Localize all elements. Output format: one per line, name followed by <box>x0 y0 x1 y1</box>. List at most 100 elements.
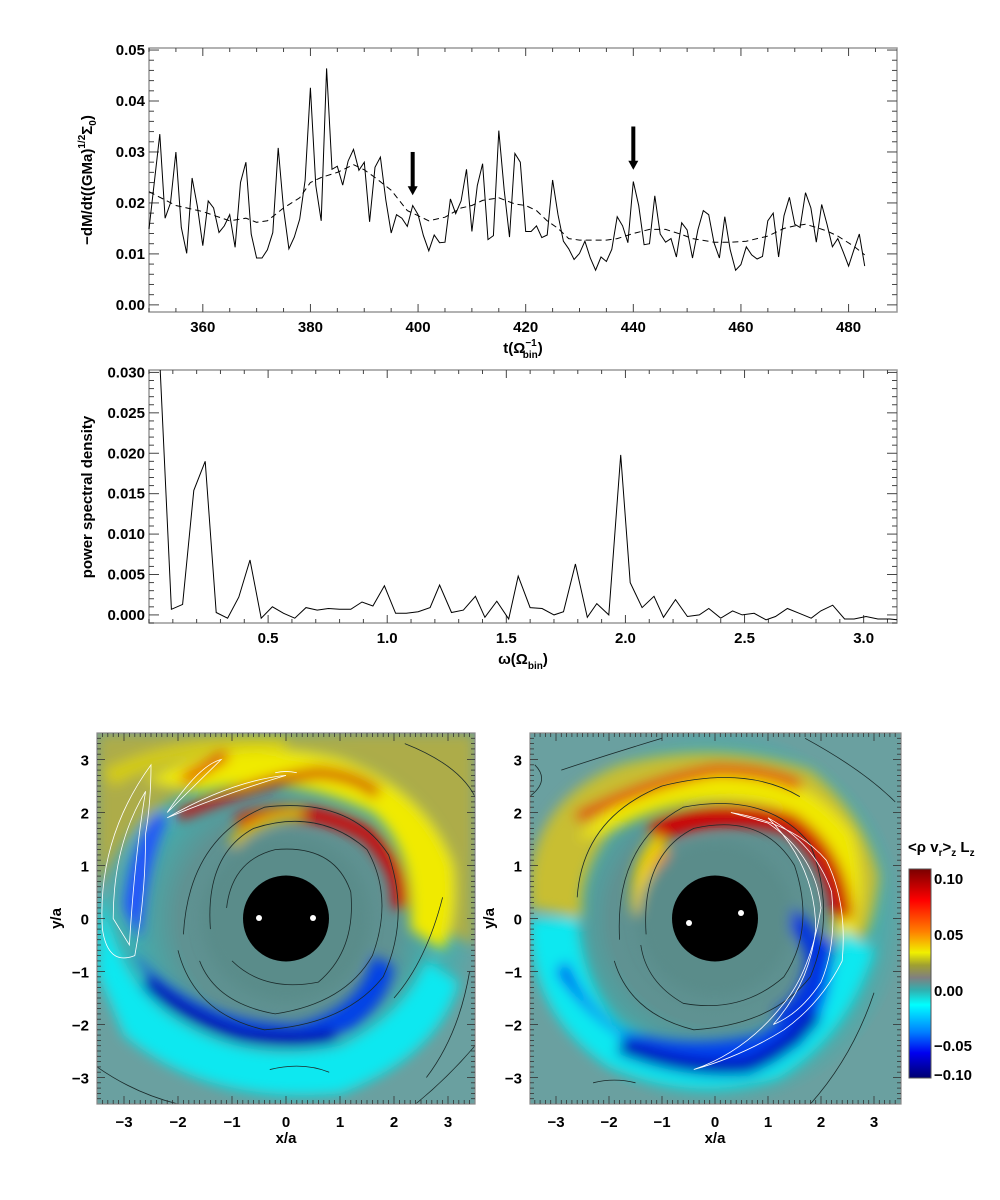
x-axis-label-part: −1 <box>525 338 537 349</box>
x-axis-label-part: t(Ω <box>503 340 525 357</box>
x-tick-label: 380 <box>298 319 323 336</box>
x-tick-label: 2.0 <box>615 630 636 647</box>
x-tick-label: 460 <box>728 319 753 336</box>
y-tick-label: 2 <box>81 806 89 823</box>
x-tick-label: 1.5 <box>496 630 517 647</box>
y-axis-label-part: 1/2 <box>77 134 88 148</box>
colorbar-title: <ρ vr>z Lz <box>908 839 975 859</box>
y-tick-label: 0.025 <box>107 405 145 422</box>
x-axis-label-part: ) <box>538 340 543 357</box>
x-axis-label-part: ω(Ω <box>498 651 528 668</box>
x-axis-label: x/a <box>276 1130 298 1147</box>
y-tick-label: 1 <box>81 859 89 876</box>
colorbar: <ρ vr>z Lz 0.10 0.05 0.00 −0.05 −0.10 <box>908 839 975 1084</box>
x-axis-label: x/a <box>705 1130 727 1147</box>
x-tick-label: 480 <box>836 319 861 336</box>
y-tick-label: 0 <box>81 912 89 929</box>
white-contours <box>102 760 297 958</box>
colorbar-tick-label: 0.10 <box>934 871 963 888</box>
y-axis-label: y/a <box>481 907 498 929</box>
x-tick-label: −1 <box>653 1114 670 1131</box>
black-hole-marker <box>738 910 744 916</box>
colorbar-tick-label: 0.05 <box>934 927 963 944</box>
excised-central-region <box>672 875 758 962</box>
y-tick-label: 0.01 <box>116 246 145 263</box>
y-axis-label: −dM/dt((GMa)1/2Σ0) <box>77 115 99 245</box>
density-contours <box>97 744 475 1104</box>
y-axis-label-part: −dM/dt((GMa) <box>79 149 96 245</box>
x-tick-label: 1 <box>764 1114 772 1131</box>
x-tick-label: −2 <box>169 1114 186 1131</box>
heatmap-panel-right: −3 −3 −2 −2 −1 −1 0 0 1 1 2 2 3 3 x/a y/a <box>481 732 902 1147</box>
x-tick-label: 1.0 <box>377 630 398 647</box>
x-tick-label: 420 <box>513 319 538 336</box>
y-tick-label: −3 <box>505 1071 522 1088</box>
x-tick-label: 3 <box>444 1114 452 1131</box>
y-axis-label-part: 0 <box>88 120 99 126</box>
y-axis-label-part: ) <box>79 115 96 120</box>
heatmap-field <box>529 752 880 1089</box>
x-tick-label: 360 <box>190 319 215 336</box>
x-tick-label: 0 <box>711 1114 719 1131</box>
y-tick-label: 0.03 <box>116 144 145 161</box>
x-tick-label: 400 <box>406 319 431 336</box>
y-tick-label: 0.05 <box>116 42 145 59</box>
x-tick-label: −3 <box>115 1114 132 1131</box>
x-tick-label: 2.5 <box>734 630 755 647</box>
y-tick-label: −1 <box>72 965 89 982</box>
y-tick-label: 0.04 <box>116 93 146 110</box>
excised-central-region <box>243 875 329 962</box>
y-axis-label: y/a <box>48 907 65 929</box>
y-tick-label: 3 <box>514 753 522 770</box>
x-axis-label: ω(Ωbin) <box>498 651 548 672</box>
colorbar-gradient <box>908 868 932 1079</box>
heatmap-panel-left: −3 −3 −2 −2 −1 −1 0 0 1 1 2 2 3 3 x/a y/a <box>48 732 476 1147</box>
black-hole-marker <box>686 920 692 926</box>
y-tick-label: 1 <box>514 859 522 876</box>
y-tick-label: 0.030 <box>107 364 145 381</box>
x-tick-label: 1 <box>336 1114 344 1131</box>
x-tick-label: −3 <box>547 1114 564 1131</box>
black-hole-marker <box>310 915 316 921</box>
x-tick-label: 0.5 <box>258 630 279 647</box>
x-tick-label: 2 <box>817 1114 825 1131</box>
arrow-head <box>628 160 639 170</box>
x-tick-label: 3 <box>870 1114 878 1131</box>
series-line-dashed <box>148 164 866 256</box>
x-tick-label: 0 <box>282 1114 290 1131</box>
y-axis-label: power spectral density <box>79 415 96 578</box>
y-tick-label: 3 <box>81 753 89 770</box>
plot-frame <box>148 47 898 313</box>
y-tick-label: −2 <box>505 1018 522 1035</box>
x-axis-label-part: bin <box>523 350 538 361</box>
y-tick-label: −3 <box>72 1071 89 1088</box>
y-tick-label: 0.00 <box>116 297 145 314</box>
series-line-solid <box>148 68 866 272</box>
black-hole-marker <box>256 915 262 921</box>
x-tick-label: −2 <box>600 1114 617 1131</box>
y-tick-label: 0 <box>514 912 522 929</box>
series-line-solid <box>159 369 898 621</box>
y-tick-label: 0.02 <box>116 195 145 212</box>
y-axis-label-part: Σ <box>79 126 96 135</box>
x-axis-label: t(Ω−1 bin) <box>503 338 542 361</box>
y-tick-label: 0.000 <box>107 607 145 624</box>
y-tick-label: 0.005 <box>107 567 145 584</box>
density-contours <box>530 738 896 1104</box>
x-tick-label: −1 <box>223 1114 240 1131</box>
y-tick-label: −1 <box>505 965 522 982</box>
plot-frame <box>148 369 898 624</box>
arrow-head <box>407 186 418 196</box>
power-spectrum-chart: 0.5 1.0 1.5 2.0 2.5 3.0 0.000 0.005 0.010 0.015 0.… <box>79 364 898 672</box>
y-tick-label: 0.010 <box>107 526 145 543</box>
x-tick-label: 440 <box>621 319 646 336</box>
colorbar-tick-label: −0.05 <box>934 1038 972 1055</box>
y-tick-label: −2 <box>72 1018 89 1035</box>
x-axis-label-part: bin <box>528 661 543 672</box>
x-axis-label-part: ) <box>543 651 548 668</box>
y-tick-label: 2 <box>514 806 522 823</box>
accretion-rate-chart: 360 380 400 420 440 460 480 0.00 0.01 0.02 0.03 0.0… <box>77 42 898 361</box>
colorbar-tick-label: 0.00 <box>934 983 963 1000</box>
